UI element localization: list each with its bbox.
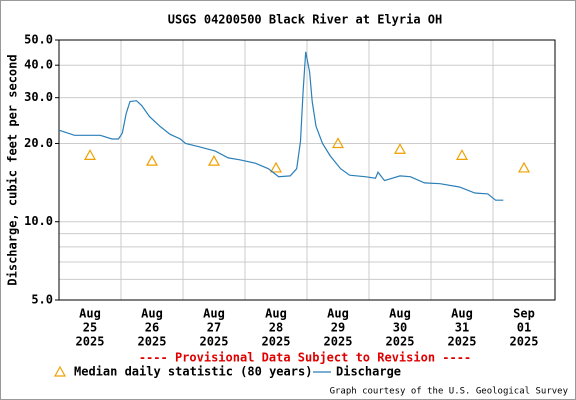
- y-tick-label: 30.0: [24, 90, 53, 104]
- legend-label: Median daily statistic (80 years): [74, 365, 312, 379]
- x-tick-label: 01: [517, 321, 531, 335]
- y-tick-label: 20.0: [24, 136, 53, 150]
- x-tick-label: Aug: [389, 307, 411, 321]
- median-marker: [455, 149, 469, 160]
- x-tick-label: 31: [455, 321, 469, 335]
- x-tick-label: 28: [269, 321, 283, 335]
- y-tick-label: 10.0: [24, 214, 53, 228]
- x-tick-label: 27: [207, 321, 221, 335]
- median-marker: [269, 161, 283, 173]
- legend-swatch: [53, 365, 67, 377]
- x-tick-label: 2025: [324, 335, 353, 349]
- x-tick-label: Aug: [265, 307, 287, 321]
- x-tick-label: 29: [331, 321, 345, 335]
- x-tick-label: Sep: [513, 307, 535, 321]
- x-tick-label: Aug: [141, 307, 163, 321]
- x-tick-label: Aug: [451, 307, 473, 321]
- x-tick-label: 2025: [262, 335, 291, 349]
- y-tick-label: 5.0: [31, 293, 53, 307]
- x-tick-label: 25: [83, 321, 97, 335]
- median-marker: [145, 154, 159, 166]
- x-tick-label: 30: [393, 321, 407, 335]
- median-marker: [517, 161, 531, 173]
- discharge-line: [58, 51, 504, 201]
- median-marker: [83, 149, 97, 160]
- x-tick-label: Aug: [327, 307, 349, 321]
- plot-border: [58, 39, 556, 301]
- chart-title: USGS 04200500 Black River at Elyria OH: [168, 13, 443, 27]
- credit: Graph courtesy of the U.S. Geological Su…: [330, 387, 569, 397]
- median-marker: [331, 137, 345, 149]
- x-tick-label: 2025: [76, 335, 105, 349]
- x-tick-label: 2025: [386, 335, 415, 349]
- y-tick-label: 50.0: [24, 33, 53, 47]
- x-tick-label: 26: [145, 321, 159, 335]
- x-tick-label: Aug: [79, 307, 101, 321]
- provisional-note: ---- Provisional Data Subject to Revisio…: [139, 351, 471, 365]
- x-tick-label: 2025: [138, 335, 167, 349]
- x-tick-label: 2025: [200, 335, 229, 349]
- median-marker: [207, 154, 221, 166]
- y-tick-label: 40.0: [24, 58, 53, 72]
- median-marker: [393, 143, 407, 154]
- x-tick-label: 2025: [510, 335, 539, 349]
- y-axis-label: Discharge, cubic feet per second: [6, 54, 20, 285]
- x-tick-label: 2025: [448, 335, 477, 349]
- x-tick-label: Aug: [203, 307, 225, 321]
- legend-label: Discharge: [336, 365, 401, 379]
